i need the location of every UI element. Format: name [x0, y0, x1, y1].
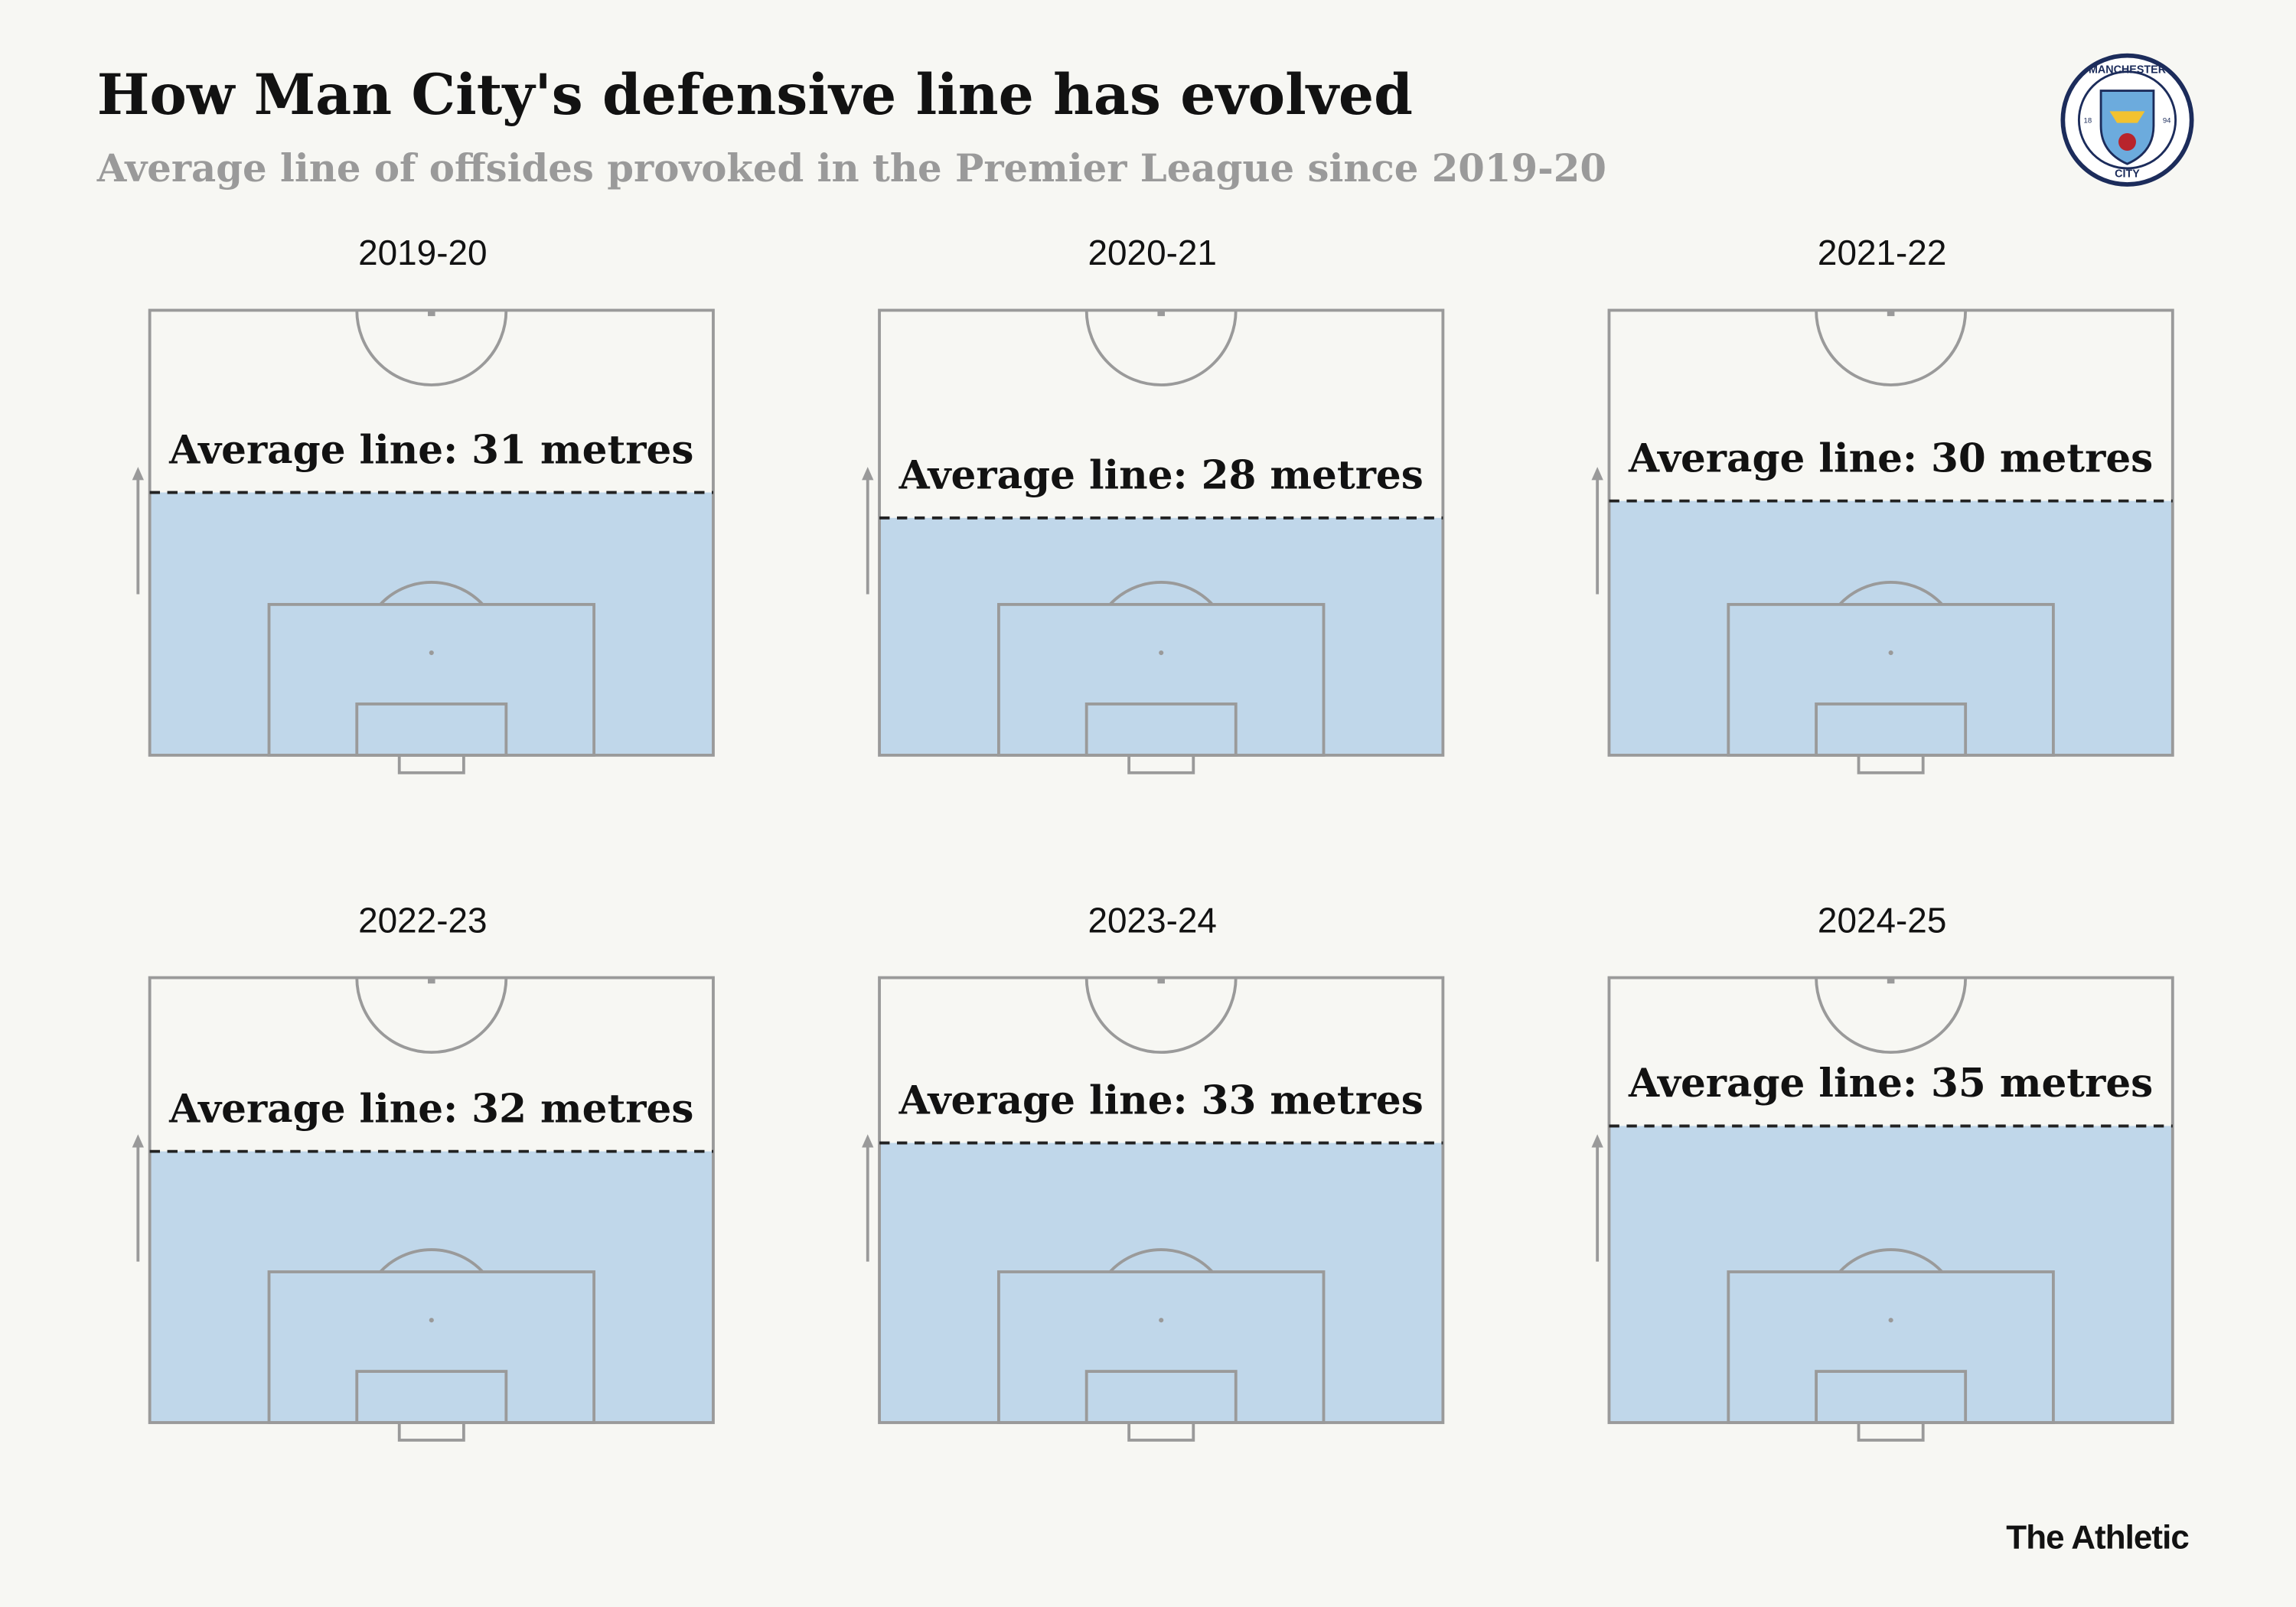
goal [1857, 753, 1925, 774]
badge-rose [2118, 133, 2136, 151]
badge-top-text: MANCHESTER [2089, 64, 2167, 77]
value-label: Average line: 30 metres [1628, 435, 2153, 481]
penalty-arc [1838, 581, 1943, 606]
defensive-zone [879, 1143, 1443, 1423]
arrow-head [1591, 1134, 1603, 1148]
value-label: Average line: 28 metres [899, 453, 1424, 499]
panel-title: 2019-20 [358, 233, 487, 272]
penalty-spot [1159, 650, 1164, 656]
panel-title: 2024-25 [1818, 900, 1946, 940]
goal [1127, 753, 1195, 774]
penalty-spot [429, 650, 434, 656]
arrow-head [132, 1134, 144, 1148]
penalty-arc [1838, 1248, 1943, 1273]
arrow-head [862, 467, 874, 481]
pitch-panel: 2021-22 Average line: 30 metres [1591, 233, 2174, 774]
defensive-zone [1609, 500, 2173, 755]
badge-bottom-text: CITY [2115, 168, 2140, 180]
pitch-panel: 2019-20 Average line: 31 metres [132, 233, 715, 774]
pitch-panel: 2023-24 Average line: 33 metres [862, 900, 1445, 1442]
centre-spot [1157, 310, 1165, 317]
value-label: Average line: 33 metres [899, 1077, 1424, 1123]
penalty-arc [1108, 581, 1214, 606]
goal [397, 1421, 465, 1442]
goal [1857, 1421, 1925, 1442]
arrow-head [1591, 467, 1603, 481]
badge-inner-ring [2077, 70, 2177, 170]
centre-spot [1887, 977, 1895, 984]
defensive-zone [879, 517, 1443, 755]
pitch-panel: 2024-25 Average line: 35 metres [1591, 900, 2174, 1442]
goal [1127, 1421, 1195, 1442]
chart-title: How Man City's defensive line has evolve… [97, 63, 1413, 128]
value-label: Average line: 31 metres [168, 427, 693, 473]
penalty-arc [379, 1248, 484, 1273]
centre-spot [1157, 977, 1165, 984]
arrow-head [132, 467, 144, 481]
source-credit: The Athletic [2006, 1518, 2189, 1556]
penalty-spot [429, 1318, 434, 1323]
penalty-spot [1888, 650, 1893, 656]
centre-circle [355, 977, 508, 1054]
chart-subtitle: Average line of offsides provoked in the… [96, 145, 1606, 191]
pitch-panel: 2022-23 Average line: 32 metres [132, 900, 715, 1442]
centre-spot [428, 310, 435, 317]
centre-circle [1815, 977, 1968, 1054]
badge-shield [2099, 90, 2155, 165]
badge-ship [2109, 111, 2145, 123]
penalty-spot [1888, 1318, 1893, 1323]
centre-circle [355, 310, 508, 386]
centre-circle [1084, 977, 1238, 1054]
goal [397, 753, 465, 774]
defensive-zone [149, 492, 713, 755]
panel-title: 2020-21 [1088, 233, 1217, 272]
arrow-head [862, 1134, 874, 1148]
value-label: Average line: 32 metres [168, 1086, 693, 1132]
panel-title: 2023-24 [1088, 900, 1217, 940]
centre-circle [1084, 310, 1238, 386]
penalty-arc [379, 581, 484, 606]
panel-title: 2021-22 [1818, 233, 1946, 272]
centre-spot [1887, 310, 1895, 317]
centre-spot [428, 977, 435, 984]
centre-circle [1815, 310, 1968, 386]
badge-left-text: 18 [2084, 117, 2092, 125]
pitch-panel: 2020-21 Average line: 28 metres [862, 233, 1445, 774]
penalty-arc [1108, 1248, 1214, 1273]
value-label: Average line: 35 metres [1628, 1061, 2153, 1107]
panel-title: 2022-23 [358, 900, 487, 940]
defensive-zone [149, 1151, 713, 1423]
defensive-zone [1609, 1126, 2173, 1423]
penalty-spot [1159, 1318, 1164, 1323]
badge-right-text: 94 [2163, 117, 2171, 125]
club-badge: MANCHESTER CITY 18 94 [2060, 53, 2194, 187]
